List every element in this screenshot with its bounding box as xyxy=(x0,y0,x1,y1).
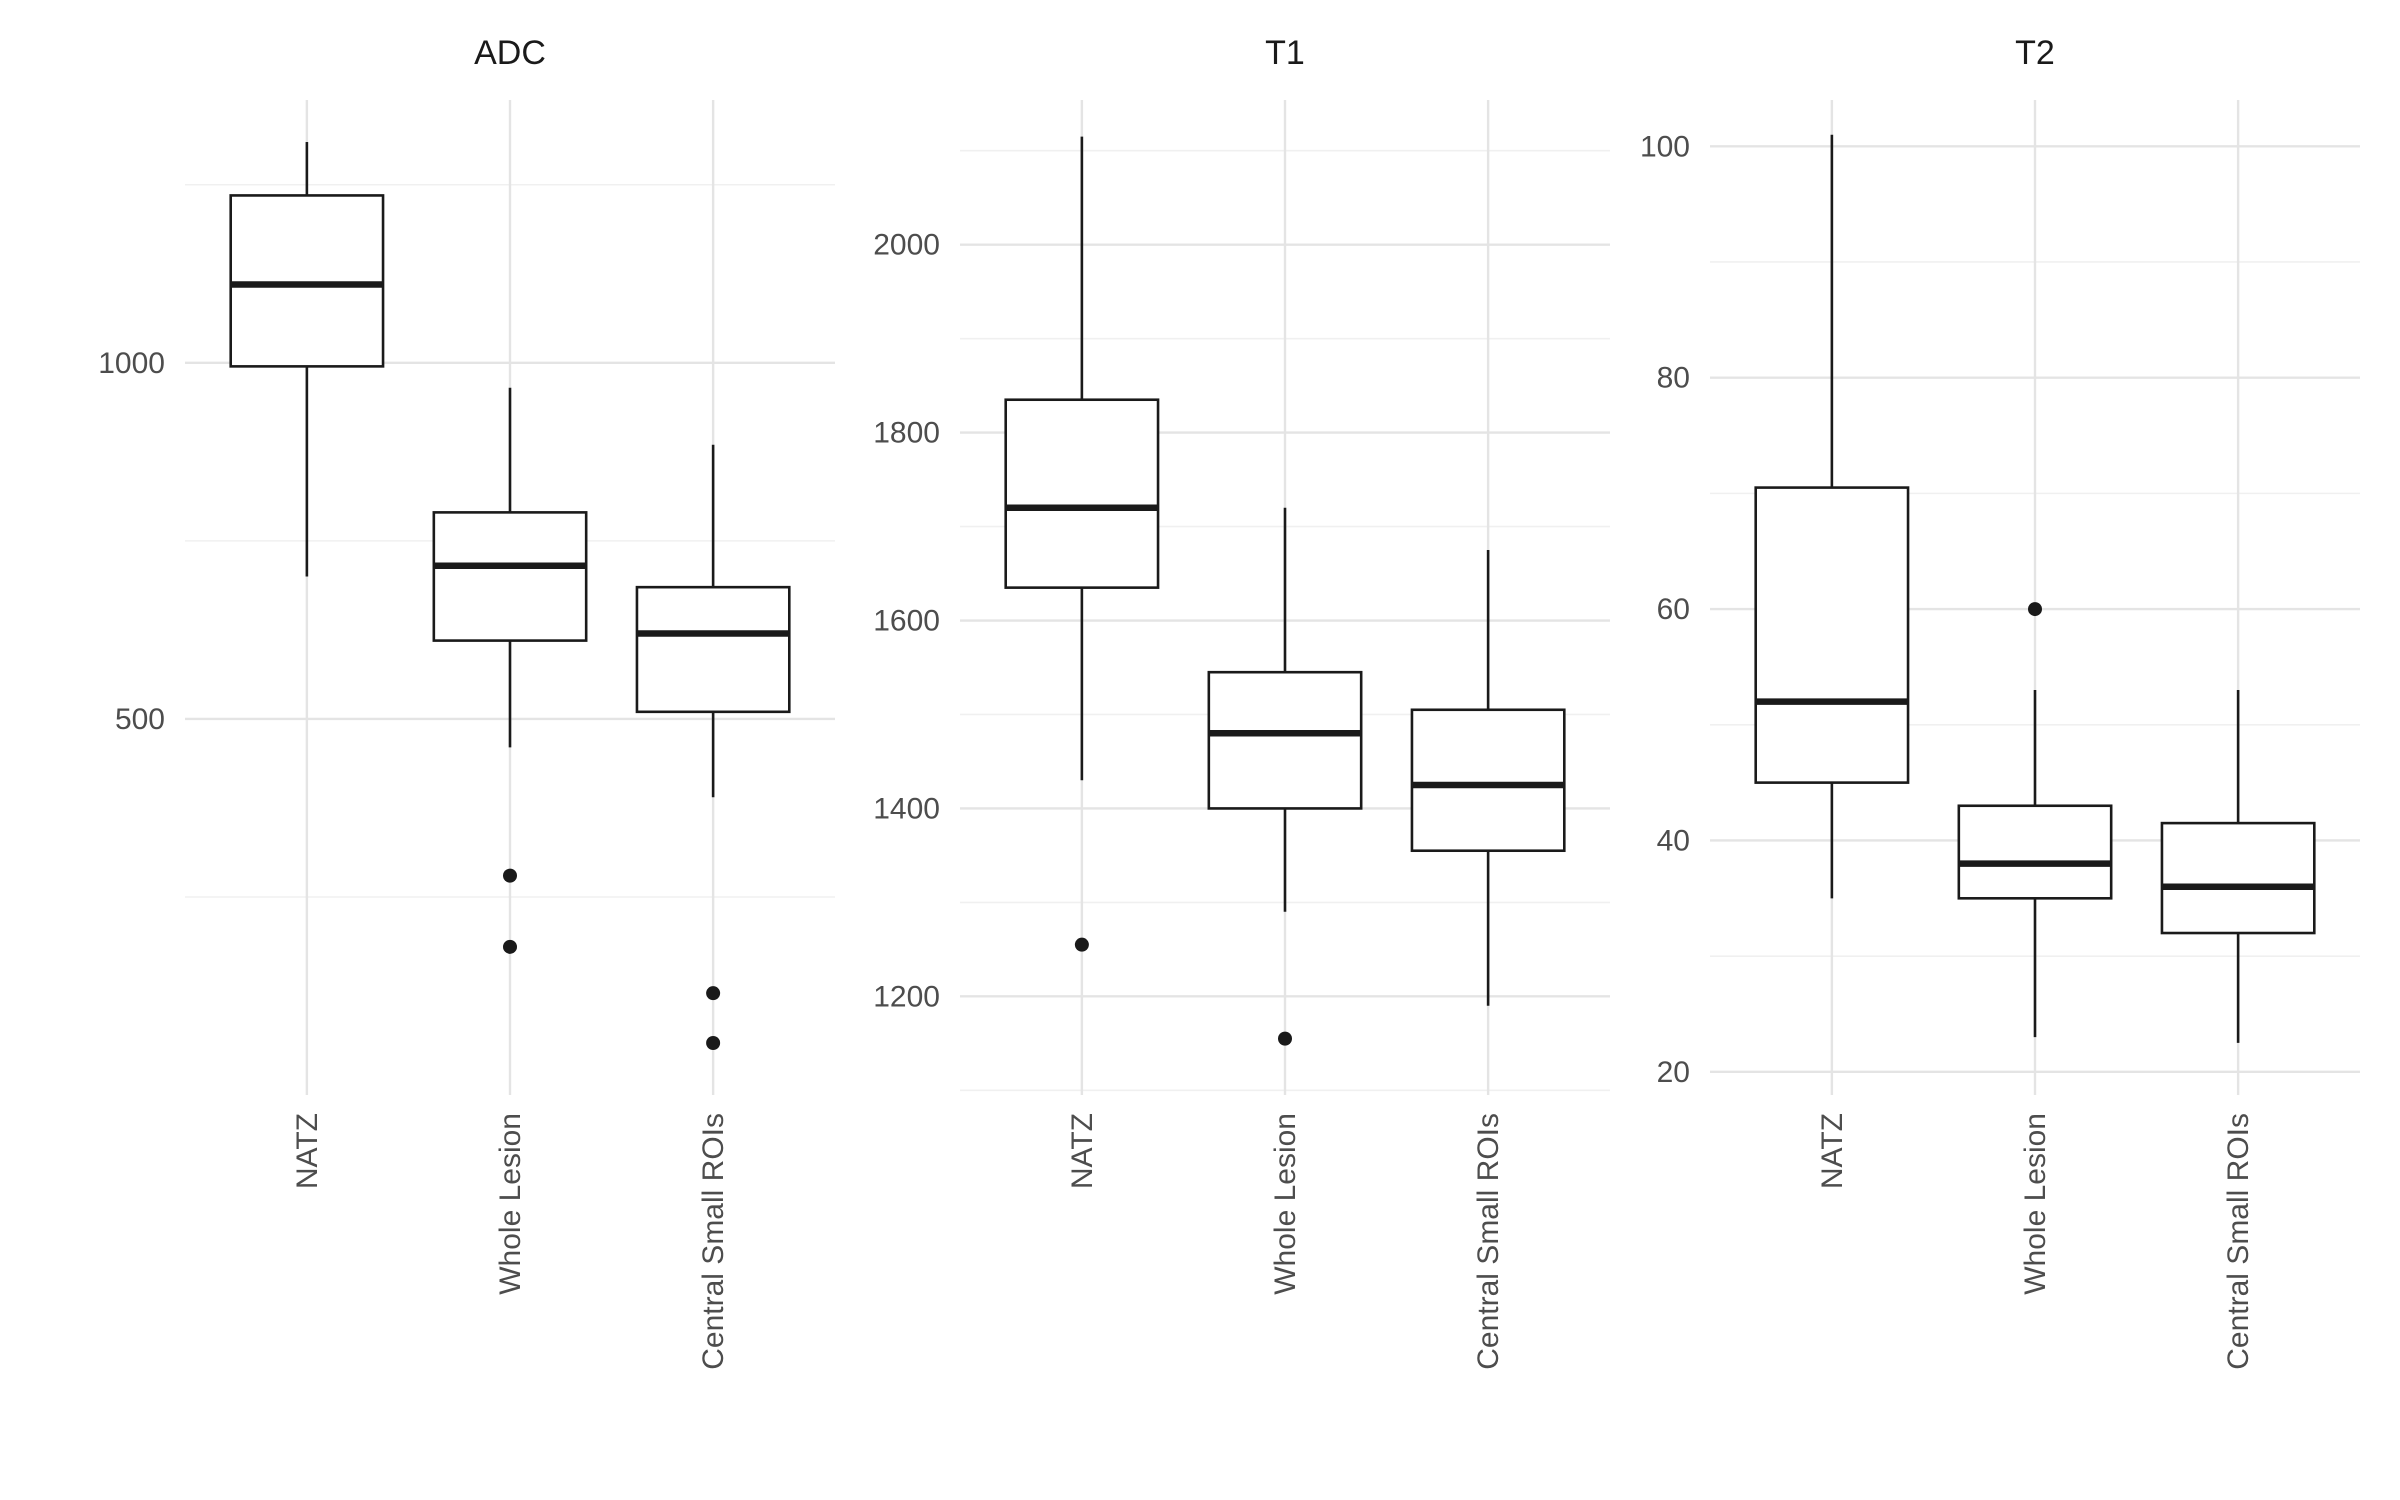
outlier-point xyxy=(503,868,517,883)
x-axis-category-label: Whole Lesion xyxy=(494,1113,527,1295)
iqr-box xyxy=(432,511,588,642)
panel-title-t1: T1 xyxy=(1265,34,1305,72)
iqr-box xyxy=(1410,708,1566,853)
iqr-box xyxy=(1207,670,1363,810)
y-axis-tick-label: 2000 xyxy=(873,229,940,262)
x-axis-category-label: Whole Lesion xyxy=(1269,1113,1302,1295)
panel-t1: 1200 1400 1600 1800 2000 NATZ Whole Lesion Cent… xyxy=(873,100,1610,1370)
y-axis-tick-label: 40 xyxy=(1657,824,1690,857)
y-axis-tick-label: 80 xyxy=(1657,362,1690,395)
boxplot-t2-3 xyxy=(2160,690,2316,1043)
iqr-box xyxy=(1004,398,1160,589)
boxplot-t1-3 xyxy=(1410,550,1566,1006)
iqr-box xyxy=(229,194,385,368)
y-axis-tick-label: 1600 xyxy=(873,605,940,638)
panel-title-adc: ADC xyxy=(474,34,546,72)
y-axis-tick-label: 1000 xyxy=(98,347,165,380)
panel-adc: 500 1000 NATZ Whole Lesion Central Small ROI… xyxy=(98,100,835,1370)
boxplot-t2-1 xyxy=(1754,134,1910,899)
boxplot-t1-2 xyxy=(1207,507,1363,1046)
iqr-box xyxy=(2160,821,2316,935)
y-axis-tick-label: 100 xyxy=(1640,130,1690,163)
y-axis-tick-label: 20 xyxy=(1657,1056,1690,1089)
boxplot-t2-2 xyxy=(1957,602,2113,1038)
y-axis-tick-label: 1200 xyxy=(873,980,940,1013)
outlier-point xyxy=(1278,1031,1292,1046)
x-axis-category-label: Central Small ROIs xyxy=(1472,1113,1505,1370)
y-axis-tick-label: 1800 xyxy=(873,417,940,450)
boxplot-adc-1 xyxy=(229,142,385,577)
outlier-point xyxy=(706,986,721,1001)
iqr-box xyxy=(635,585,791,714)
y-axis-tick-label: 1400 xyxy=(873,792,940,825)
iqr-box xyxy=(1754,486,1910,784)
iqr-box xyxy=(1957,804,2113,900)
outlier-point xyxy=(2028,602,2042,617)
panel-title-t2: T2 xyxy=(2015,34,2055,72)
x-axis-category-label: NATZ xyxy=(1066,1113,1099,1189)
y-axis-tick-label: 500 xyxy=(115,703,165,736)
outlier-point xyxy=(503,939,517,954)
boxplot-adc-3 xyxy=(635,444,791,1051)
panel-t2: 20 40 60 80 100 NATZ Whole Lesion Central Small… xyxy=(1640,100,2360,1370)
y-axis-tick-label: 60 xyxy=(1657,593,1690,626)
outlier-point xyxy=(706,1036,721,1051)
x-axis-category-label: Central Small ROIs xyxy=(2222,1113,2255,1370)
boxplot-adc-2 xyxy=(432,387,588,954)
x-axis-category-label: Central Small ROIs xyxy=(697,1113,730,1370)
outlier-point xyxy=(1074,937,1089,952)
x-axis-category-label: NATZ xyxy=(1816,1113,1849,1189)
boxplot-t1-1 xyxy=(1004,136,1160,952)
x-axis-category-label: Whole Lesion xyxy=(2019,1113,2052,1295)
x-axis-category-label: NATZ xyxy=(291,1113,324,1189)
